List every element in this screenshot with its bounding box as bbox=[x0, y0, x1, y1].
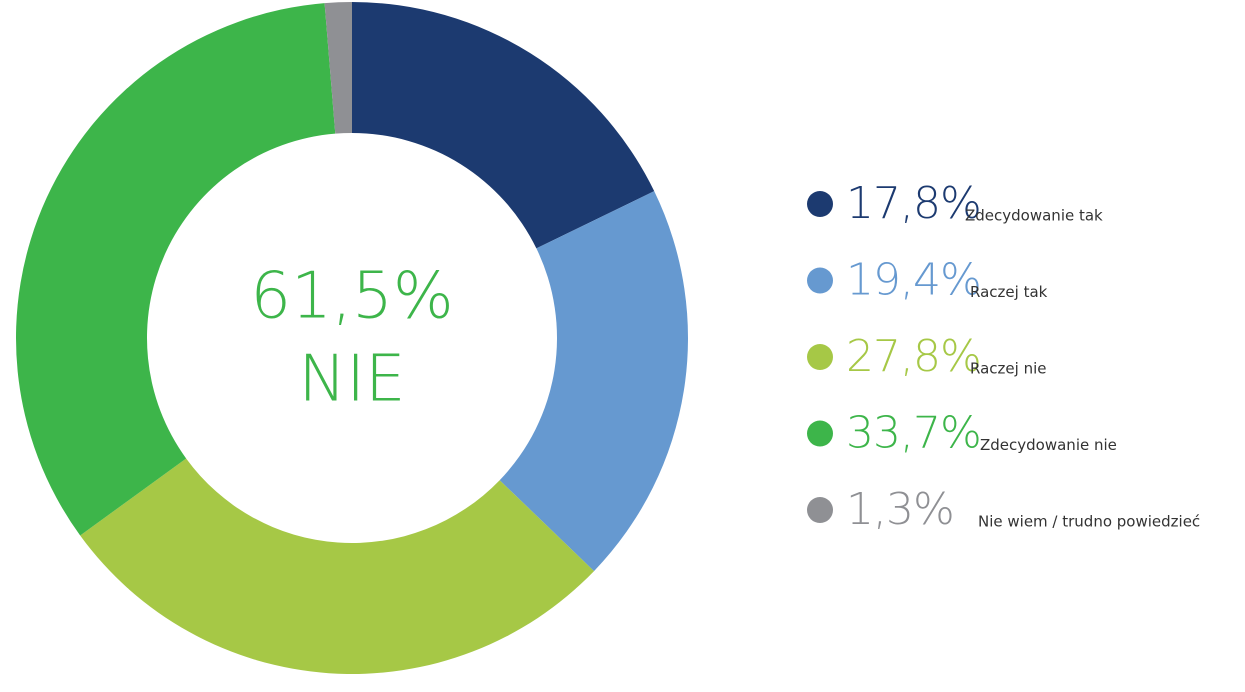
center-label: NIE bbox=[298, 343, 405, 417]
legend-label: Raczej nie bbox=[970, 360, 1046, 378]
legend-value: 33,7% bbox=[846, 408, 981, 459]
legend-swatch bbox=[807, 344, 833, 370]
legend-value: 1,3% bbox=[846, 484, 954, 535]
legend-label: Zdecydowanie nie bbox=[980, 436, 1117, 454]
donut-slice bbox=[16, 3, 336, 536]
legend-value: 27,8% bbox=[846, 331, 981, 382]
legend: 17,8%Zdecydowanie tak 19,4%Raczej tak 27,8… bbox=[807, 178, 1200, 535]
legend-label: Nie wiem / trudno powiedzieć bbox=[978, 513, 1200, 531]
legend-value: 19,4% bbox=[846, 255, 981, 306]
donut bbox=[16, 2, 688, 674]
legend-swatch bbox=[807, 497, 833, 523]
legend-swatch bbox=[807, 191, 833, 217]
donut-slice bbox=[499, 191, 688, 572]
legend-swatch bbox=[807, 267, 833, 294]
donut-slice bbox=[352, 2, 655, 249]
donut-slice bbox=[324, 2, 352, 134]
legend-value: 17,8% bbox=[846, 178, 981, 229]
legend-label: Zdecydowanie tak bbox=[965, 207, 1103, 225]
donut-slice bbox=[80, 458, 595, 674]
legend-label: Raczej tak bbox=[970, 283, 1048, 301]
legend-swatch bbox=[807, 420, 833, 447]
center-value-label: 61,5% bbox=[250, 260, 453, 334]
